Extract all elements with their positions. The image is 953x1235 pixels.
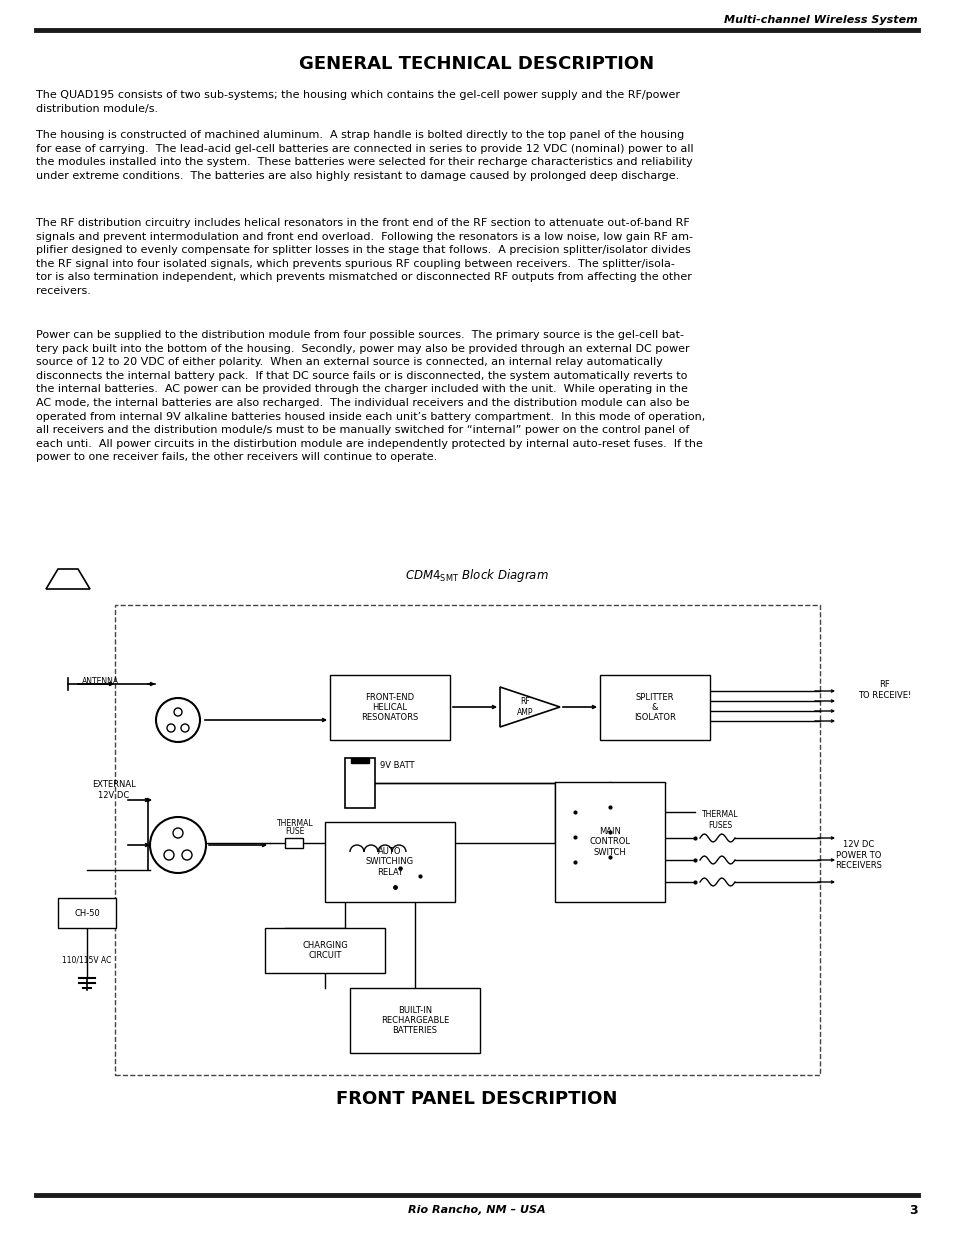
Text: SPLITTER
&
ISOLATOR: SPLITTER & ISOLATOR bbox=[634, 693, 676, 722]
FancyBboxPatch shape bbox=[599, 676, 709, 740]
Text: THERMAL
FUSES: THERMAL FUSES bbox=[701, 810, 738, 830]
Text: Multi-channel Wireless System: Multi-channel Wireless System bbox=[723, 15, 917, 25]
Text: Rio Rancho, NM – USA: Rio Rancho, NM – USA bbox=[408, 1205, 545, 1215]
FancyBboxPatch shape bbox=[58, 898, 116, 927]
Text: 3: 3 bbox=[908, 1203, 917, 1216]
FancyBboxPatch shape bbox=[345, 758, 375, 808]
Text: MAIN
CONTROL
SWITCH: MAIN CONTROL SWITCH bbox=[589, 827, 630, 857]
FancyBboxPatch shape bbox=[325, 823, 455, 902]
Text: RF
TO RECEIVE!: RF TO RECEIVE! bbox=[857, 680, 910, 700]
Text: CH-50: CH-50 bbox=[74, 909, 100, 918]
Text: The RF distribution circuitry includes helical resonators in the front end of th: The RF distribution circuitry includes h… bbox=[36, 219, 692, 296]
Text: 9V BATT: 9V BATT bbox=[379, 762, 414, 771]
FancyBboxPatch shape bbox=[351, 758, 369, 763]
Text: BUILT-IN
RECHARGEABLE
BATTERIES: BUILT-IN RECHARGEABLE BATTERIES bbox=[380, 1005, 449, 1035]
Text: AUTO
SWITCHING
RELAY: AUTO SWITCHING RELAY bbox=[366, 847, 414, 877]
Text: EXTERNAL
12V DC: EXTERNAL 12V DC bbox=[91, 781, 135, 800]
FancyBboxPatch shape bbox=[555, 782, 664, 902]
FancyBboxPatch shape bbox=[330, 676, 450, 740]
Text: The QUAD195 consists of two sub-systems; the housing which contains the gel-cell: The QUAD195 consists of two sub-systems;… bbox=[36, 90, 679, 114]
Text: $\it{CDM4}_{\rm{SMT}}\ \it{Block\ Diagram}$: $\it{CDM4}_{\rm{SMT}}\ \it{Block\ Diagra… bbox=[405, 567, 548, 583]
FancyBboxPatch shape bbox=[265, 927, 385, 973]
Text: The housing is constructed of machined aluminum.  A strap handle is bolted direc: The housing is constructed of machined a… bbox=[36, 130, 693, 180]
Text: GENERAL TECHNICAL DESCRIPTION: GENERAL TECHNICAL DESCRIPTION bbox=[299, 56, 654, 73]
Text: 110/115V AC: 110/115V AC bbox=[62, 956, 112, 965]
Text: FRONT PANEL DESCRIPTION: FRONT PANEL DESCRIPTION bbox=[336, 1091, 617, 1108]
Text: ANTENNA: ANTENNA bbox=[82, 677, 119, 685]
Text: RF
AMP: RF AMP bbox=[517, 698, 533, 716]
Text: FRONT-END
HELICAL
RESONATORS: FRONT-END HELICAL RESONATORS bbox=[361, 693, 418, 722]
Text: Power can be supplied to the distribution module from four possible sources.  Th: Power can be supplied to the distributio… bbox=[36, 330, 704, 462]
FancyBboxPatch shape bbox=[350, 988, 479, 1053]
Text: FUSE: FUSE bbox=[285, 827, 304, 836]
Text: 12V DC
POWER TO
RECEIVERS: 12V DC POWER TO RECEIVERS bbox=[834, 840, 881, 869]
Text: THERMAL: THERMAL bbox=[276, 819, 313, 827]
Text: CHARGING
CIRCUIT: CHARGING CIRCUIT bbox=[302, 941, 348, 960]
FancyBboxPatch shape bbox=[285, 839, 303, 848]
